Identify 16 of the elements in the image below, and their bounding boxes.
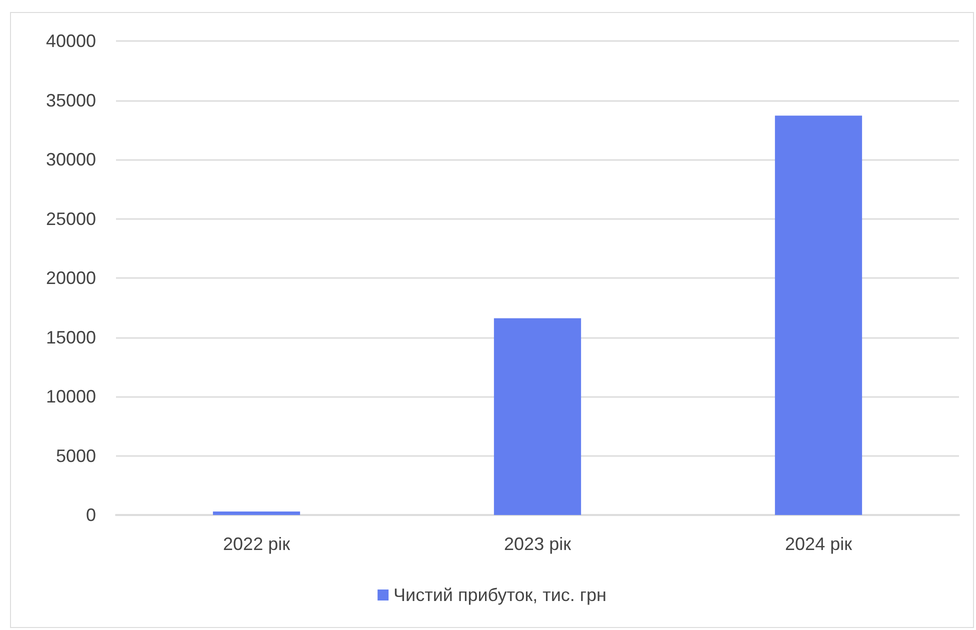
x-tick-label: 2024 рік [785, 534, 852, 554]
y-tick-label: 5000 [56, 446, 96, 466]
y-tick-label: 10000 [46, 386, 96, 406]
x-tick-label: 2022 рік [223, 534, 290, 554]
x-tick-label: 2023 рік [504, 534, 572, 554]
y-tick-label: 35000 [46, 90, 96, 110]
bar [774, 116, 862, 515]
y-tick-label: 30000 [46, 150, 96, 170]
y-tick-label: 25000 [46, 208, 96, 229]
bar [212, 511, 300, 515]
y-tick-label: 20000 [46, 268, 96, 288]
y-tick-label: 40000 [46, 31, 96, 51]
legend-label: Чистий прибуток, тис. грн [394, 585, 606, 605]
bar [494, 318, 582, 515]
y-tick-label: 15000 [46, 327, 96, 348]
y-tick-label: 0 [86, 505, 96, 525]
